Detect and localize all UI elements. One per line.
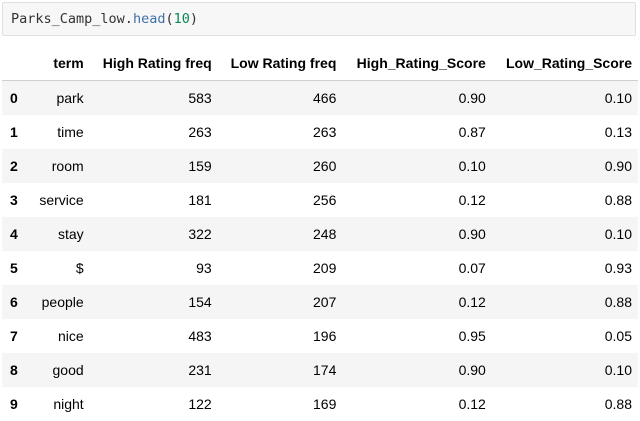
column-header-low-rating-score: Low_Rating_Score: [491, 46, 638, 81]
column-header-term: term: [30, 46, 90, 81]
cell-high-rating-freq: 583: [188, 90, 212, 106]
cell-low-rating-score: 0.88: [604, 396, 632, 412]
code-close-paren: ): [189, 11, 198, 27]
table-row: 4 stay 322 248 0.90 0.10: [2, 217, 638, 251]
column-header-low-rating-freq: Low Rating freq: [217, 46, 343, 81]
code-method: head: [132, 11, 166, 27]
cell-term: service: [39, 192, 84, 208]
cell-term: park: [56, 90, 84, 106]
cell-low-rating-freq: 263: [313, 124, 337, 140]
row-index: 7: [10, 328, 18, 344]
cell-low-rating-score: 0.88: [604, 294, 632, 310]
code-dot: .: [124, 11, 133, 27]
cell-low-rating-score: 0.93: [604, 260, 632, 276]
cell-low-rating-score: 0.05: [604, 328, 632, 344]
code-open-paren: (: [165, 11, 174, 27]
cell-low-rating-freq: 196: [313, 328, 337, 344]
cell-low-rating-freq: 466: [313, 90, 337, 106]
cell-low-rating-freq: 207: [313, 294, 337, 310]
cell-high-rating-freq: 263: [188, 124, 212, 140]
code-input-cell[interactable]: Parks_Camp_low. head(10): [2, 2, 636, 36]
cell-high-rating-score: 0.95: [458, 328, 486, 344]
index-header: [2, 46, 30, 81]
dataframe-output-table: term High Rating freq Low Rating freq Hi…: [2, 46, 638, 421]
cell-low-rating-score: 0.10: [604, 362, 632, 378]
cell-high-rating-freq: 483: [188, 328, 212, 344]
table-row: 2 room 159 260 0.10 0.90: [2, 149, 638, 183]
row-index: 2: [10, 158, 18, 174]
cell-low-rating-score: 0.13: [604, 124, 632, 140]
cell-high-rating-score: 0.90: [458, 362, 486, 378]
cell-high-rating-freq: 93: [196, 260, 212, 276]
row-index: 0: [10, 90, 18, 106]
column-header-high-rating-score: High_Rating_Score: [342, 46, 492, 81]
cell-high-rating-freq: 181: [188, 192, 212, 208]
code-variable: Parks_Camp_low: [11, 11, 125, 27]
cell-high-rating-score: 0.12: [458, 192, 486, 208]
cell-term: room: [51, 158, 84, 174]
table-row: 7 nice 483 196 0.95 0.05: [2, 319, 638, 353]
cell-low-rating-score: 0.90: [604, 158, 632, 174]
cell-low-rating-score: 0.88: [604, 192, 632, 208]
cell-term: time: [57, 124, 84, 140]
cell-high-rating-score: 0.10: [458, 158, 486, 174]
table-row: 0 park 583 466 0.90 0.10: [2, 80, 638, 115]
cell-high-rating-score: 0.90: [458, 90, 486, 106]
table-row: 6 people 154 207 0.12 0.88: [2, 285, 638, 319]
cell-high-rating-score: 0.90: [458, 226, 486, 242]
row-index: 6: [10, 294, 18, 310]
cell-low-rating-freq: 169: [313, 396, 337, 412]
table-row: 5 $93 209 0.07 0.93: [2, 251, 638, 285]
cell-term: night: [53, 396, 84, 412]
cell-low-rating-freq: 209: [313, 260, 337, 276]
code-argument: 10: [173, 11, 190, 27]
table-row: 1 time 263 263 0.87 0.13: [2, 115, 638, 149]
cell-term: good: [52, 362, 84, 378]
table-header-row: term High Rating freq Low Rating freq Hi…: [2, 46, 638, 81]
cell-high-rating-score: 0.07: [458, 260, 486, 276]
cell-low-rating-score: 0.10: [604, 90, 632, 106]
row-index: 5: [10, 260, 18, 276]
cell-high-rating-score: 0.12: [458, 294, 486, 310]
row-index: 4: [10, 226, 18, 242]
row-index: 3: [10, 192, 18, 208]
cell-term: stay: [57, 226, 84, 242]
cell-term: people: [41, 294, 84, 310]
cell-high-rating-freq: 154: [188, 294, 212, 310]
cell-high-rating-freq: 231: [188, 362, 212, 378]
cell-term: $: [75, 260, 84, 276]
cell-low-rating-freq: 256: [313, 192, 337, 208]
cell-low-rating-freq: 248: [313, 226, 337, 242]
cell-term: nice: [57, 328, 84, 344]
cell-high-rating-score: 0.12: [458, 396, 486, 412]
row-index: 8: [10, 362, 18, 378]
cell-high-rating-freq: 159: [188, 158, 212, 174]
row-index: 9: [10, 396, 18, 412]
cell-high-rating-score: 0.87: [458, 124, 486, 140]
row-index: 1: [10, 124, 18, 140]
cell-high-rating-freq: 122: [188, 396, 212, 412]
table-row: 8 good 231 174 0.90 0.10: [2, 353, 638, 387]
cell-low-rating-freq: 174: [313, 362, 337, 378]
cell-low-rating-score: 0.10: [604, 226, 632, 242]
column-header-high-rating-freq: High Rating freq: [89, 46, 218, 81]
table-body: 0 park 583 466 0.90 0.10 1 time 263 263 0.87 0.13 2 r…: [2, 80, 638, 421]
cell-high-rating-freq: 322: [188, 226, 212, 242]
table-row: 9 night 122 169 0.12 0.88: [2, 387, 638, 421]
cell-low-rating-freq: 260: [313, 158, 337, 174]
table-row: 3 service 181 256 0.12 0.88: [2, 183, 638, 217]
